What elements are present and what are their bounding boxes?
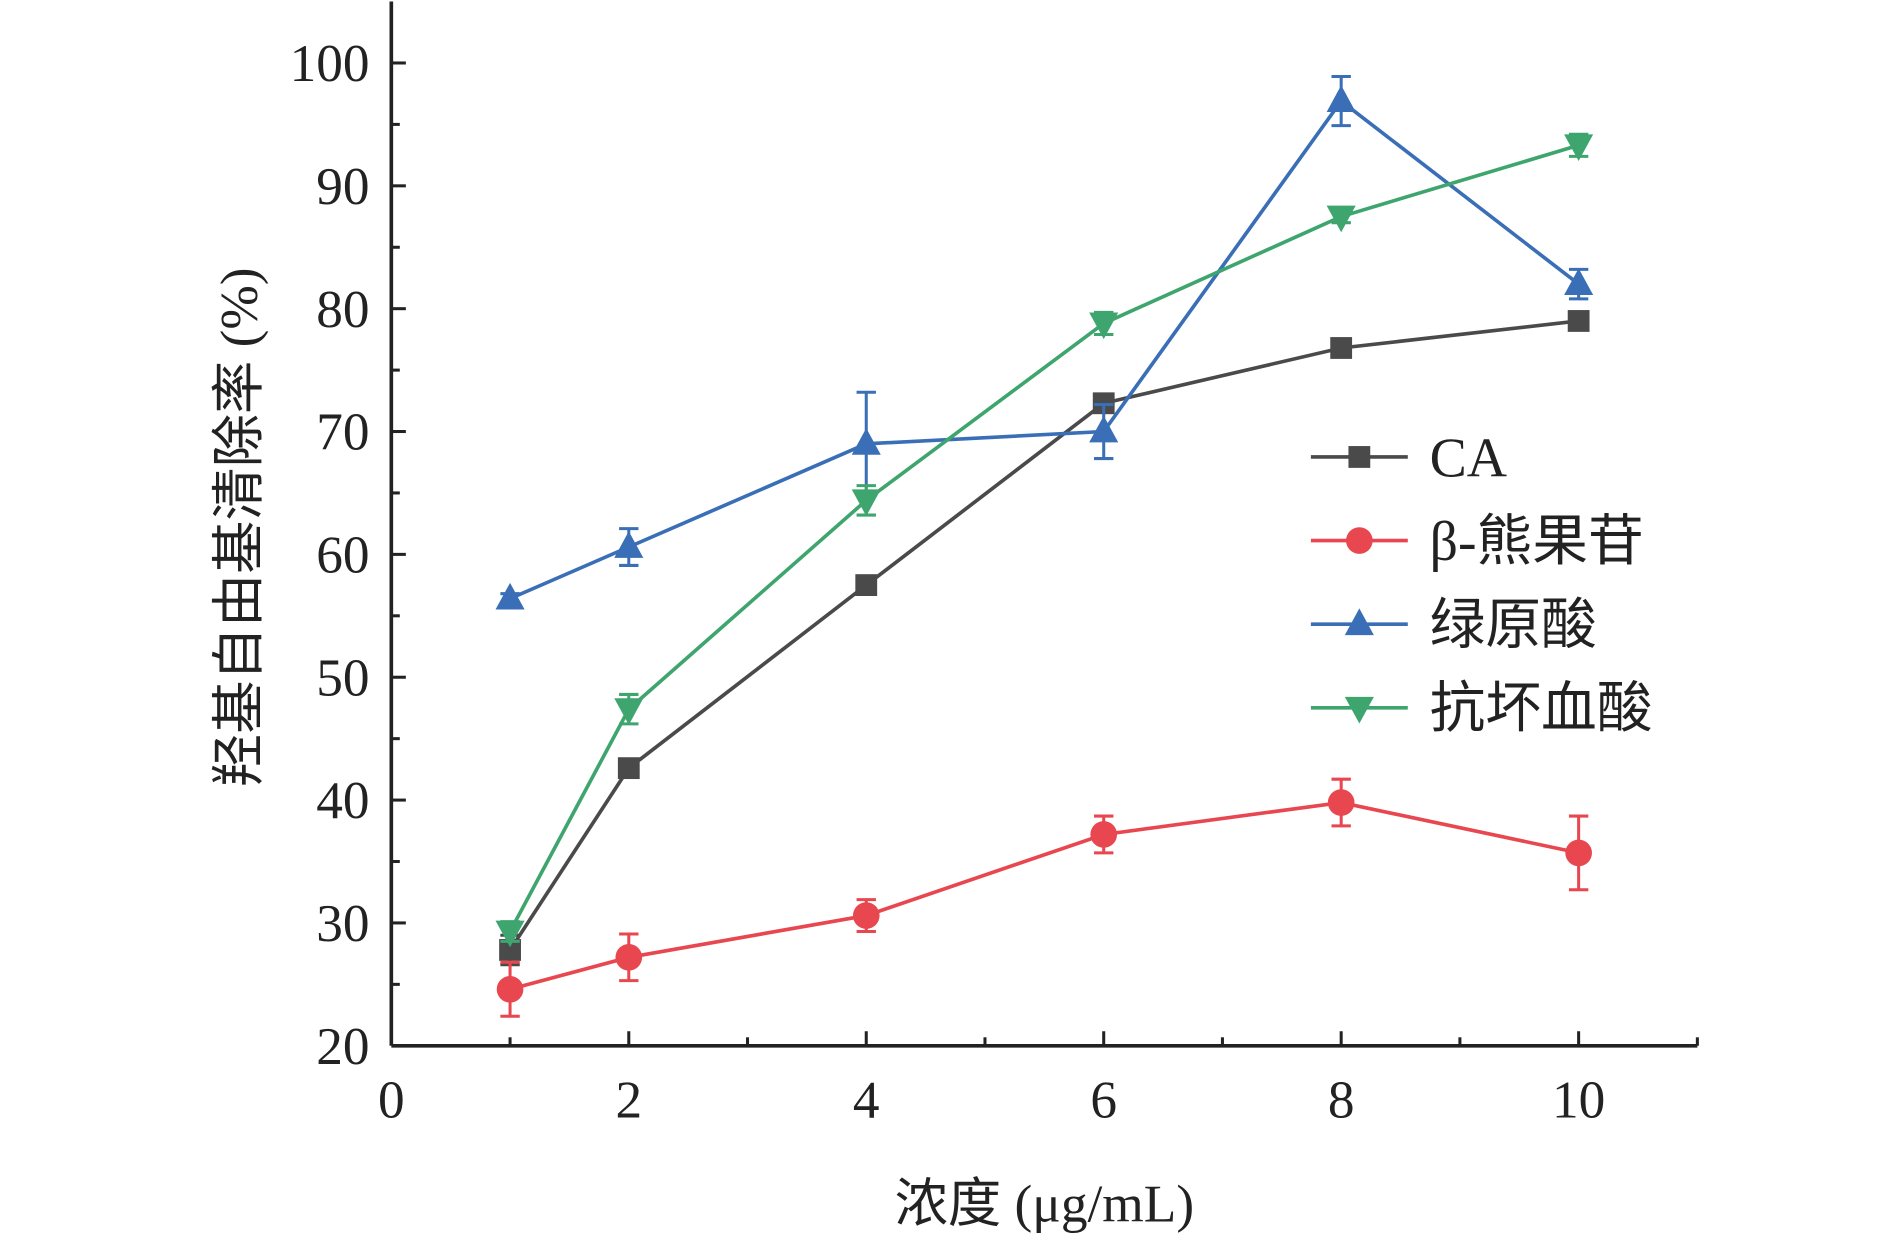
y-tick-label: 90 — [316, 157, 369, 216]
series-line — [508, 143, 1580, 933]
data-point — [1564, 134, 1594, 162]
legend-label: CA — [1430, 427, 1507, 489]
legend-label: 绿原酸 — [1430, 595, 1597, 657]
series-line — [509, 98, 1580, 601]
data-point — [1089, 312, 1119, 340]
axes: 0 2 4 6 8 10 20 30 40 50 60 70 80 90 100 — [290, 1, 1699, 1129]
y-tick-label: 80 — [316, 280, 369, 339]
legend-marker — [1346, 527, 1373, 554]
x-tick-label: 4 — [853, 1070, 880, 1129]
data-point — [852, 902, 880, 929]
legend-label: 抗坏血酸 — [1430, 678, 1653, 740]
data-point — [855, 574, 878, 596]
x-tick-label: 10 — [1552, 1070, 1605, 1129]
data-point — [1326, 205, 1356, 233]
y-tick-label: 70 — [316, 403, 369, 462]
data-point — [495, 582, 525, 610]
data-point — [1567, 310, 1590, 332]
y-tick-label: 100 — [290, 34, 370, 93]
y-tick-label: 40 — [316, 771, 369, 830]
x-tick-label: 2 — [615, 1070, 642, 1129]
data-point — [1326, 85, 1356, 112]
data-point — [1565, 839, 1592, 867]
series-line — [508, 319, 1579, 951]
series-3 — [495, 132, 1594, 948]
x-tick-label: 8 — [1328, 1070, 1355, 1129]
data-point — [496, 975, 524, 1003]
y-tick-label: 50 — [316, 648, 369, 707]
data-point — [851, 489, 881, 517]
series-layer — [495, 74, 1594, 1018]
legend-marker — [1348, 446, 1371, 468]
data-point — [1564, 268, 1594, 296]
data-point — [615, 943, 643, 971]
data-point — [1090, 821, 1118, 848]
y-tick-label: 30 — [316, 894, 369, 953]
series-1 — [496, 777, 1592, 1018]
series-0 — [499, 310, 1590, 967]
legend-item: 绿原酸 — [1310, 595, 1597, 657]
data-point — [1327, 789, 1355, 816]
series-2 — [495, 74, 1594, 610]
data-point — [495, 920, 525, 948]
data-point — [851, 428, 881, 455]
x-tick-label: 6 — [1090, 1070, 1117, 1129]
x-tick-label: 0 — [378, 1070, 405, 1129]
y-axis-label: 羟基自由基清除率 (%) — [210, 267, 269, 787]
data-point — [1330, 337, 1353, 359]
legend-item: β-熊果苷 — [1310, 511, 1644, 573]
x-axis-label: 浓度 (μg/mL) — [895, 1174, 1194, 1233]
data-point — [1089, 415, 1119, 443]
data-point — [499, 939, 521, 961]
y-tick-label: 60 — [316, 526, 369, 585]
series-line — [509, 800, 1580, 992]
data-point — [614, 531, 644, 558]
legend-item: 抗坏血酸 — [1310, 678, 1653, 740]
data-point — [614, 698, 644, 725]
legend-item: CA — [1310, 427, 1507, 489]
legend-marker — [1344, 696, 1374, 724]
data-point — [617, 757, 640, 780]
legend-marker — [1344, 608, 1374, 636]
y-tick-label: 20 — [316, 1017, 369, 1076]
legend-label: β-熊果苷 — [1430, 511, 1644, 573]
